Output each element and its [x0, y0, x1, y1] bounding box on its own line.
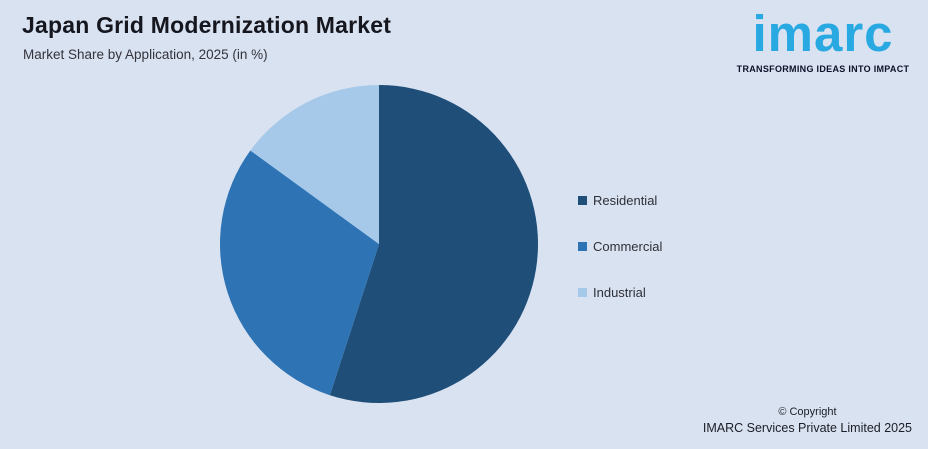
imarc-logo: imarc TRANSFORMING IDEAS INTO IMPACT: [728, 4, 918, 74]
legend: Residential Commercial Industrial: [578, 188, 662, 304]
header: Japan Grid Modernization Market Market S…: [22, 12, 391, 62]
pie-slice-residential: [329, 85, 538, 403]
legend-swatch-icon: [578, 241, 587, 251]
imarc-logo-tagline: TRANSFORMING IDEAS INTO IMPACT: [736, 64, 910, 75]
page-title: Japan Grid Modernization Market: [22, 12, 392, 38]
copyright: © Copyright IMARC Services Private Limit…: [703, 406, 912, 435]
legend-swatch-icon: [578, 287, 587, 297]
pie-chart: [220, 85, 538, 403]
pie-slice-industrial: [250, 85, 379, 244]
legend-item-commercial: Commercial: [578, 234, 662, 258]
imarc-logo-wordmark: imarc: [752, 5, 894, 62]
legend-label: Commercial: [593, 238, 663, 254]
legend-label: Residential: [593, 192, 658, 208]
pie-slice-commercial: [220, 150, 379, 396]
legend-swatch-icon: [578, 195, 587, 205]
copyright-line2: IMARC Services Private Limited 2025: [702, 421, 912, 435]
page-subtitle: Market Share by Application, 2025 (in %): [23, 47, 268, 62]
legend-item-industrial: Industrial: [578, 280, 662, 304]
legend-label: Industrial: [593, 284, 646, 300]
legend-item-residential: Residential: [578, 188, 662, 212]
copyright-line1: © Copyright: [778, 406, 837, 418]
pie-chart-svg: [220, 85, 538, 403]
